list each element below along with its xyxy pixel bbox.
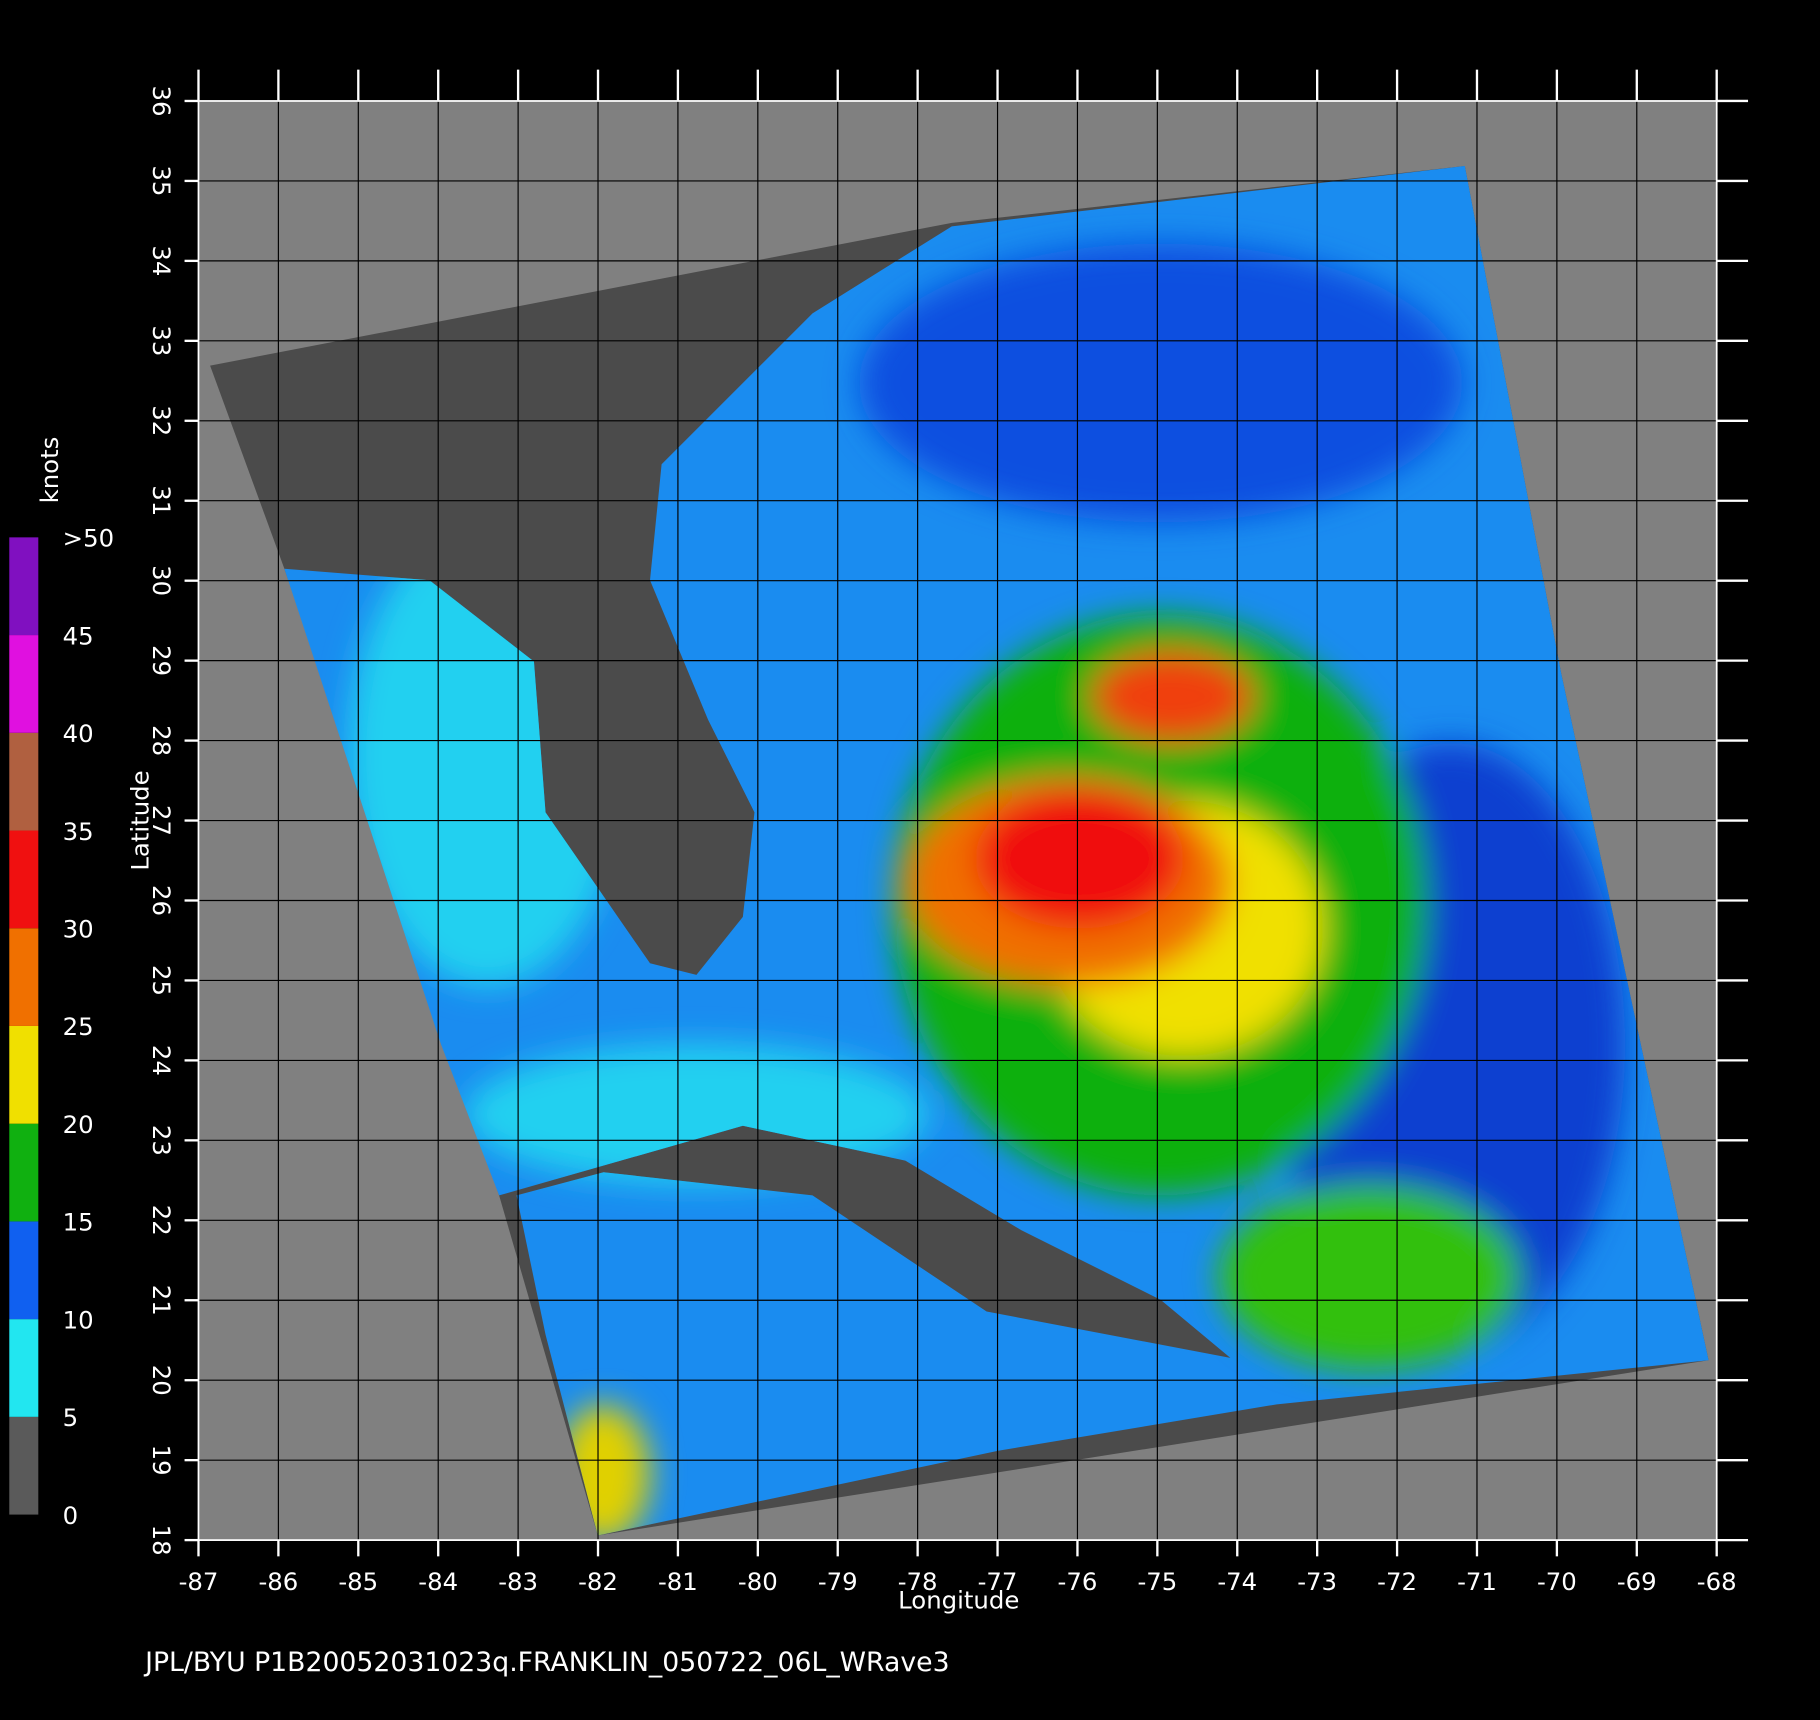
x-tick-label: -85 xyxy=(338,1567,378,1596)
colorbar-segment xyxy=(9,1221,39,1320)
colorbar-title: knots xyxy=(35,437,64,504)
y-tick-label: 32 xyxy=(147,405,176,436)
x-tick-label: -68 xyxy=(1697,1567,1737,1596)
colorbar-tick-label: 35 xyxy=(63,817,94,846)
y-tick-label: 27 xyxy=(147,805,176,836)
x-tick-label: -83 xyxy=(498,1567,538,1596)
y-tick-label: 21 xyxy=(147,1285,176,1316)
y-tick-label: 24 xyxy=(147,1045,176,1076)
colorbar-segment xyxy=(9,732,39,831)
y-tick-label: 18 xyxy=(147,1525,176,1556)
x-tick-label: -81 xyxy=(658,1567,698,1596)
colorbar-segment xyxy=(9,1416,39,1515)
colorbar-segment xyxy=(9,1123,39,1222)
x-tick-label: -78 xyxy=(898,1567,938,1596)
colorbar: 0 5 10 15 20 25 30 35 40 45 >50 xyxy=(9,524,114,1530)
colorbar-segment xyxy=(9,635,39,733)
y-tick-label: 25 xyxy=(147,965,176,996)
x-tick-label: -79 xyxy=(818,1567,858,1596)
colorbar-tick-label: 40 xyxy=(63,719,94,748)
y-tick-label: 30 xyxy=(147,565,176,596)
x-axis-label: Longitude xyxy=(898,1586,1019,1615)
x-tick-label: -86 xyxy=(258,1567,298,1596)
colorbar-segment xyxy=(9,537,39,636)
colorbar-segment xyxy=(9,830,39,929)
y-tick-label: 28 xyxy=(147,725,176,756)
footer: JPL/BYU P1B20052031023q.FRANKLIN_050722_… xyxy=(143,1647,949,1678)
colorbar-tick-label: 15 xyxy=(63,1208,94,1237)
y-tick-label: 22 xyxy=(147,1205,176,1236)
y-tick-label: 35 xyxy=(147,165,176,196)
y-tick-label: 23 xyxy=(147,1125,176,1156)
x-tick-label: -70 xyxy=(1537,1567,1577,1596)
plot-frame xyxy=(197,100,1718,1541)
x-tick-label: -87 xyxy=(179,1567,219,1596)
x-tick-label: -69 xyxy=(1617,1567,1657,1596)
x-tick-label: -73 xyxy=(1297,1567,1337,1596)
colorbar-tick-label: 10 xyxy=(63,1305,94,1334)
colorbar-tick-label: >50 xyxy=(63,524,114,553)
x-tick-label: -72 xyxy=(1377,1567,1417,1596)
colorbar-tick-label: 45 xyxy=(63,621,94,650)
x-tick-label: -71 xyxy=(1457,1567,1497,1596)
y-tick-label: 19 xyxy=(147,1445,176,1476)
colorbar-segment xyxy=(9,928,39,1026)
y-tick-label: 31 xyxy=(147,485,176,516)
x-tick-label: -76 xyxy=(1058,1567,1098,1596)
x-tick-label: -80 xyxy=(738,1567,778,1596)
colorbar-tick-label: 20 xyxy=(63,1110,94,1139)
wind-field xyxy=(348,243,1625,1536)
y-tick-label: 29 xyxy=(147,645,176,676)
colorbar-tick-label: 5 xyxy=(63,1403,79,1432)
y-tick-label: 20 xyxy=(147,1365,176,1396)
colorbar-tick-label: 30 xyxy=(63,915,94,944)
colorbar-segment xyxy=(9,1025,39,1124)
y-tick-label: 26 xyxy=(147,885,176,916)
y-tick-label: 36 xyxy=(147,85,176,116)
x-tick-label: -74 xyxy=(1217,1567,1257,1596)
y-tick-label: 34 xyxy=(147,245,176,276)
x-tick-label: -82 xyxy=(578,1567,618,1596)
colorbar-tick-label: 0 xyxy=(63,1501,79,1530)
x-tick-label: -77 xyxy=(978,1567,1018,1596)
colorbar-tick-label: 25 xyxy=(63,1012,94,1041)
y-tick-label: 33 xyxy=(147,325,176,356)
y-axis-label: Latitude xyxy=(126,770,155,870)
x-tick-label: -84 xyxy=(418,1567,458,1596)
x-tick-label: -75 xyxy=(1137,1567,1177,1596)
colorbar-segment xyxy=(9,1319,39,1417)
